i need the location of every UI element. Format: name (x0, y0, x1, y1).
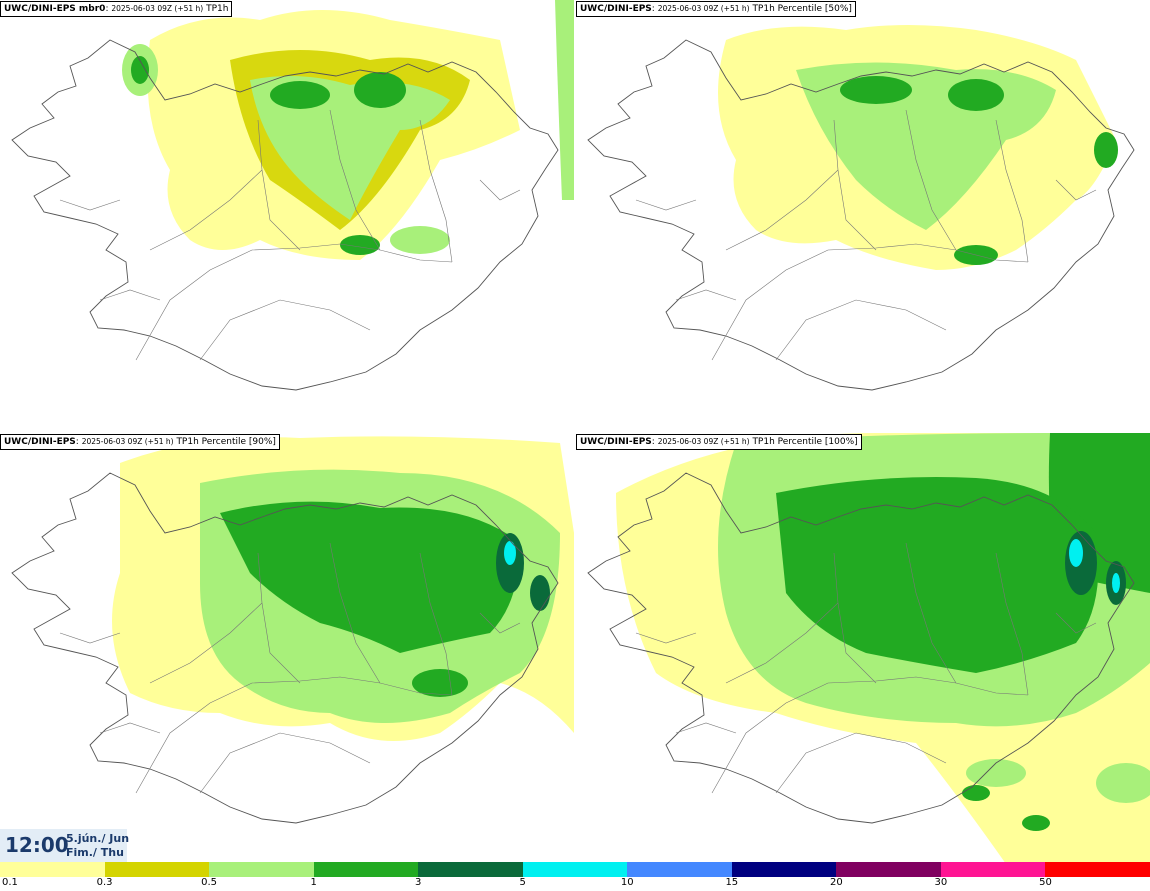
map-p100 (587, 433, 1150, 864)
colorbar-tick-label: 0.5 (201, 877, 218, 888)
panel-title: UWC/DINI-EPS mbr0: 2025-06-03 09Z (+51 h… (0, 1, 233, 17)
colorbar-tick-label: 10 (620, 877, 634, 888)
colorbar-tick-label: 0.3 (96, 877, 113, 888)
colorbar-ticks: 0.1 0.3 0.5 1 3 5 10 15 20 30 50 (0, 877, 1150, 891)
colorbar-tick-label: 30 (934, 877, 948, 888)
panel-run-time: 2025-06-03 09Z (+51 h) (657, 4, 750, 13)
panel-title: UWC/DINI-EPS: 2025-06-03 09Z (+51 h) TP1… (576, 1, 856, 17)
panel-run-time: 2025-06-03 09Z (+51 h) (81, 437, 174, 446)
panel-field: TP1h (206, 4, 229, 14)
valid-date-line2: Fim./ Thu (66, 846, 124, 859)
panel-p90: UWC/DINI-EPS: 2025-06-03 09Z (+51 h) TP1… (0, 433, 574, 864)
map-mbr0 (11, 0, 574, 391)
valid-time-box: 12:00 5.jún./ Jun Fim./ Thu (0, 829, 130, 862)
colorbar-segment (731, 862, 837, 877)
colorbar-segment (0, 862, 105, 877)
panel-model: UWC/DINI-EPS (580, 437, 652, 447)
panel-field: TP1h Percentile [50%] (752, 4, 852, 14)
panel-p50: UWC/DINI-EPS: 2025-06-03 09Z (+51 h) TP1… (576, 0, 1150, 431)
colorbar-segment (418, 862, 523, 877)
colorbar-tick-label: 1 (310, 877, 317, 888)
colorbar-segment (104, 862, 210, 877)
map-p50 (587, 25, 1135, 391)
map-p90 (11, 436, 574, 824)
colorbar-segment (627, 862, 732, 877)
panel-model: UWC/DINI-EPS (580, 4, 652, 14)
precip-colorbar (0, 862, 1150, 877)
colorbar-segment (522, 862, 628, 877)
panel-run-time: 2025-06-03 09Z (+51 h) (657, 437, 750, 446)
panel-model: UWC/DINI-EPS mbr0 (4, 4, 106, 14)
valid-time: 12:00 (5, 833, 69, 857)
panel-field: TP1h Percentile [90%] (176, 437, 276, 447)
panel-model: UWC/DINI-EPS (4, 437, 76, 447)
panel-run-time: 2025-06-03 09Z (+51 h) (111, 4, 204, 13)
panel-title: UWC/DINI-EPS: 2025-06-03 09Z (+51 h) TP1… (576, 434, 862, 450)
colorbar-tick-label: 0.1 (2, 877, 18, 888)
colorbar-tick-label: 15 (725, 877, 739, 888)
colorbar-tick-label: 20 (829, 877, 843, 888)
colorbar-tick-label: 3 (414, 877, 422, 888)
panel-mbr0: UWC/DINI-EPS mbr0: 2025-06-03 09Z (+51 h… (0, 0, 574, 431)
colorbar-segment (313, 862, 419, 877)
valid-date-line1: 5.jún./ Jun (66, 832, 130, 845)
colorbar-segment (836, 862, 941, 877)
panel-divider-horizontal (0, 431, 1150, 433)
colorbar-segment (209, 862, 314, 877)
colorbar-tick-label: 5 (519, 877, 526, 888)
panel-field: TP1h Percentile [100%] (752, 437, 858, 447)
colorbar-tick-label: 50 (1039, 877, 1052, 888)
colorbar-segment (1045, 862, 1150, 877)
colorbar-segment (940, 862, 1046, 877)
panel-title: UWC/DINI-EPS: 2025-06-03 09Z (+51 h) TP1… (0, 434, 280, 450)
panel-p100: UWC/DINI-EPS: 2025-06-03 09Z (+51 h) TP1… (576, 433, 1150, 864)
